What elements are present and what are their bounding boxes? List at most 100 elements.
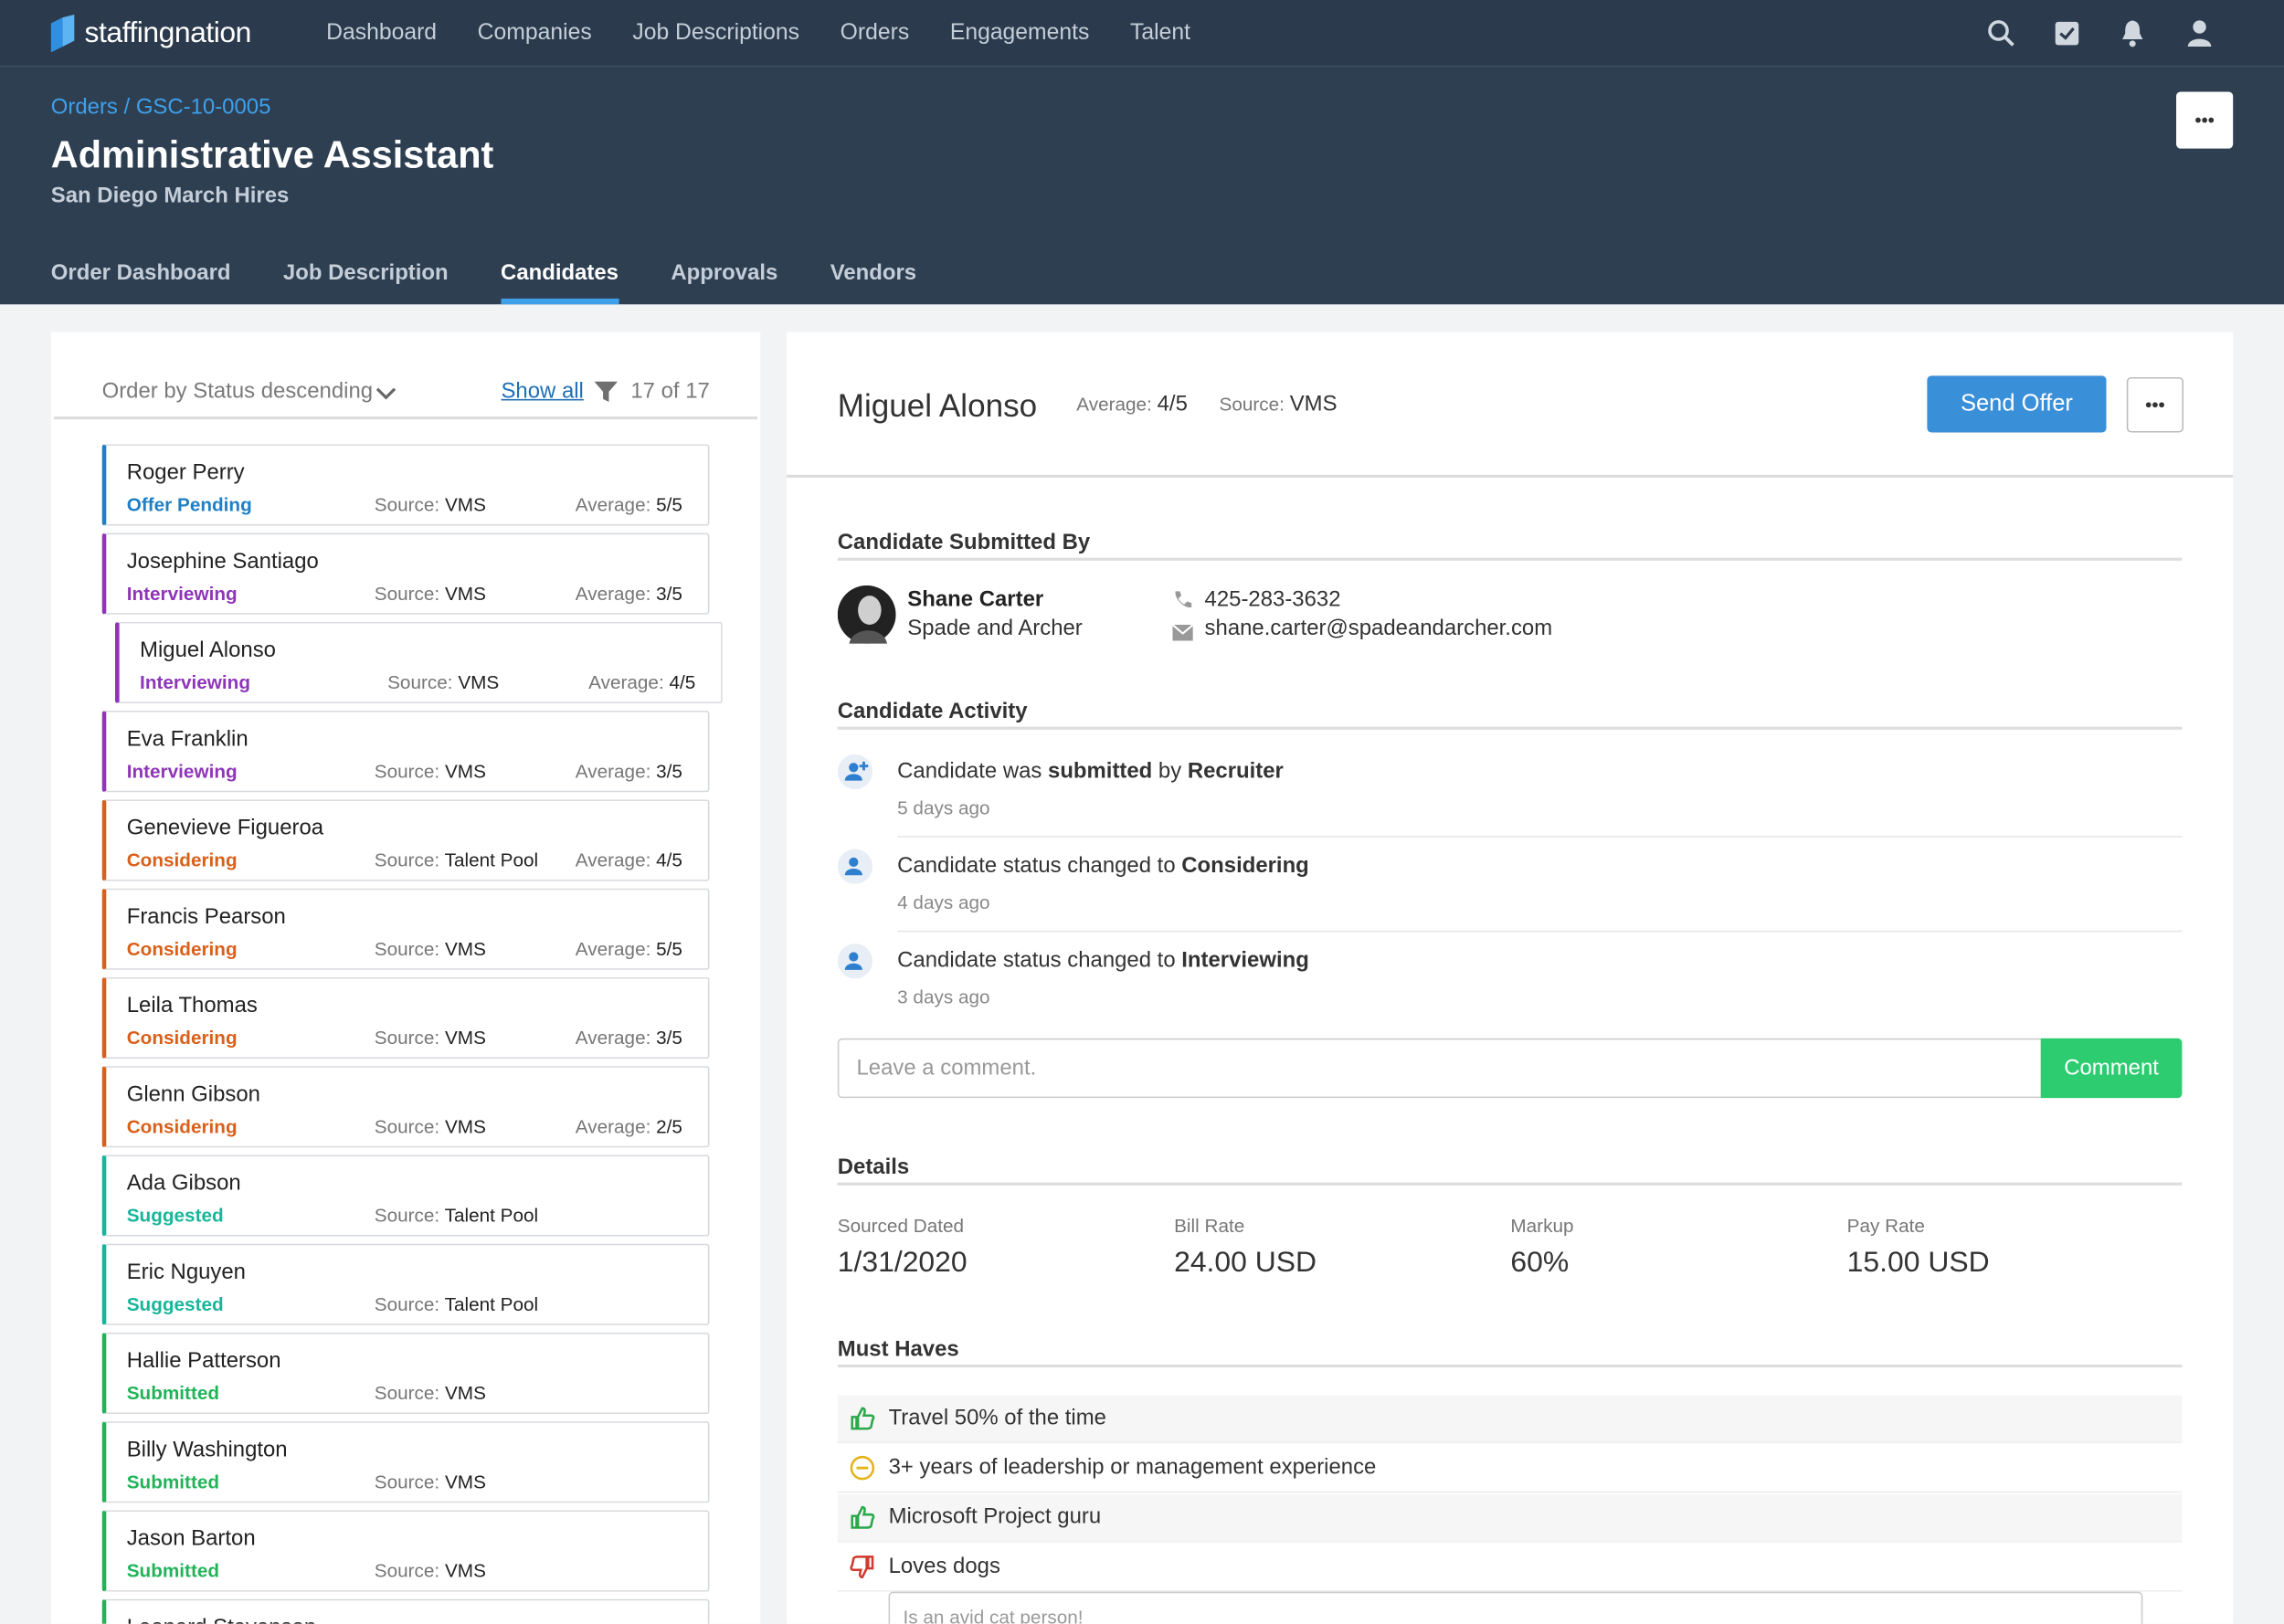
search-icon[interactable] — [1987, 19, 2016, 48]
header-more-button[interactable] — [2176, 91, 2234, 149]
candidate-average: Average: 3/5 — [576, 1027, 682, 1050]
candidate-status: Offer Pending — [126, 493, 252, 516]
section-rule — [837, 1182, 2183, 1186]
candidate-card[interactable]: Josephine Santiago Interviewing Source: VM… — [101, 533, 710, 615]
source-label: Source: — [1219, 393, 1285, 416]
tab[interactable]: Candidates — [501, 257, 619, 305]
candidate-name: Leonard Stevenson — [127, 1615, 316, 1624]
candidate-average: Average: 5/5 — [576, 938, 682, 962]
detail-source: Source: VMS — [1219, 392, 1338, 417]
candidate-source: Source: VMS — [375, 760, 486, 784]
nav-link[interactable]: Companies — [477, 20, 592, 46]
user-icon[interactable] — [2186, 19, 2213, 48]
comment-button[interactable]: Comment — [2040, 1038, 2183, 1099]
candidate-card[interactable]: Genevieve Figueroa Considering Source: Tal… — [101, 799, 710, 881]
field-label: Pay Rate — [1846, 1214, 1925, 1237]
must-have-icon — [850, 1406, 876, 1432]
comment-input[interactable]: Leave a comment. — [837, 1038, 2043, 1099]
must-have-text: Travel 50% of the time — [888, 1405, 1106, 1430]
source-value: VMS — [444, 1115, 486, 1138]
candidate-card[interactable]: Hallie Patterson Submitted Source: VMS — [101, 1332, 710, 1415]
nav-link[interactable]: Orders — [840, 20, 910, 46]
send-offer-button[interactable]: Send Offer — [1927, 375, 2107, 433]
source-value: VMS — [444, 582, 486, 605]
candidate-card[interactable]: Francis Pearson Considering Source: VMS Ave… — [101, 888, 710, 970]
must-have-row: Travel 50% of the time — [837, 1395, 2183, 1444]
candidate-name: Leila Thomas — [126, 992, 258, 1018]
source-value: VMS — [444, 1471, 486, 1493]
average-label: Average: — [575, 1026, 651, 1049]
nav-link[interactable]: Talent — [1129, 20, 1190, 46]
source-value: VMS — [444, 1026, 486, 1049]
section-heading: Candidate Activity — [837, 698, 1028, 723]
candidate-average: Average: 3/5 — [576, 760, 682, 784]
candidate-card[interactable]: Eric Nguyen Suggested Source: Talent Pool — [101, 1243, 710, 1325]
tab[interactable]: Approvals — [671, 260, 778, 286]
candidate-card[interactable]: Leonard Stevenson — [101, 1598, 710, 1624]
average-value: 3/5 — [656, 1026, 682, 1049]
must-have-text: Loves dogs — [888, 1553, 1000, 1578]
brand-logo — [48, 14, 78, 53]
activity-icon — [837, 754, 873, 790]
candidate-status: Considering — [126, 849, 238, 871]
tasks-icon[interactable] — [2054, 20, 2080, 47]
average-value: 5/5 — [656, 937, 682, 960]
candidate-average: Average: 4/5 — [576, 849, 682, 872]
page-subtitle: San Diego March Hires — [50, 183, 290, 208]
email-icon — [1171, 622, 1194, 641]
tab[interactable]: Order Dashboard — [50, 260, 231, 286]
source-label: Source: — [374, 1204, 440, 1227]
source-label: Source: — [374, 1471, 440, 1493]
nav-link[interactable]: Engagements — [949, 20, 1090, 46]
candidate-card[interactable]: Ada Gibson Suggested Source: Talent Pool — [101, 1155, 710, 1237]
candidate-card[interactable]: Glenn Gibson Considering Source: VMS Averag… — [101, 1066, 710, 1148]
source-label: Source: — [374, 1115, 440, 1138]
tabs: Order Dashboard Job Description Candidates… — [51, 257, 1362, 305]
candidate-card[interactable]: Miguel Alonso Interviewing Source: VMS Aver… — [114, 621, 723, 704]
activity-segment: Interviewing — [1181, 947, 1309, 973]
candidate-source: Source: VMS — [387, 671, 499, 695]
submitter-phone: 425-283-3632 — [1204, 586, 1341, 612]
sort-select[interactable]: Order by Status descending — [101, 378, 374, 404]
candidate-source: Source: Talent Pool — [375, 1293, 538, 1317]
source-label: Source: — [374, 937, 440, 960]
field-label: Sourced Dated — [837, 1214, 965, 1237]
section-rule — [837, 726, 2183, 730]
nav-link[interactable]: Dashboard — [326, 20, 438, 46]
candidate-average: Average: 2/5 — [576, 1115, 682, 1139]
must-have-note[interactable]: Is an avid cat person! — [888, 1591, 2143, 1624]
must-have-text: Microsoft Project guru — [888, 1503, 1102, 1529]
detail-more-button[interactable] — [2126, 376, 2184, 433]
candidate-status: Suggested — [126, 1292, 224, 1315]
submitter-email[interactable]: shane.carter@spadeandarcher.com — [1204, 615, 1553, 641]
candidate-name: Genevieve Figueroa — [126, 815, 324, 840]
nav-link[interactable]: Job Descriptions — [632, 20, 800, 46]
must-have-row: Loves dogs — [837, 1544, 2183, 1592]
candidate-card[interactable]: Roger Perry Offer Pending Source: VMS Avera… — [101, 444, 710, 526]
activity-segment: Considering — [1181, 852, 1309, 878]
candidate-source: Source: VMS — [375, 938, 486, 962]
breadcrumb[interactable]: Orders / GSC-10-0005 — [50, 94, 271, 120]
candidate-card[interactable]: Jason Barton Submitted Source: VMS — [101, 1510, 710, 1592]
section-rule — [837, 557, 2183, 561]
average-value: 5/5 — [656, 493, 682, 516]
candidate-source: Source: VMS — [375, 1115, 486, 1139]
tab[interactable]: Job Description — [282, 260, 449, 286]
candidate-card[interactable]: Eva Franklin Interviewing Source: VMS Avera… — [101, 711, 710, 793]
activity-time: 4 days ago — [897, 891, 990, 913]
average-label: Average: — [588, 670, 664, 693]
candidate-card[interactable]: Leila Thomas Considering Source: VMS Averag… — [101, 976, 710, 1060]
show-all-link[interactable]: Show all — [501, 378, 584, 404]
bell-icon[interactable] — [2120, 19, 2146, 48]
candidate-status: Interviewing — [140, 670, 251, 693]
average-label: Average: — [575, 1115, 651, 1138]
candidate-list-panel: Order by Status descending Show all 17 of … — [50, 332, 761, 1624]
list-divider — [53, 416, 758, 420]
must-have-icon — [850, 1455, 876, 1482]
tab[interactable]: Vendors — [830, 260, 917, 286]
source-label: Source: — [387, 670, 453, 693]
candidate-card[interactable]: Billy Washington Submitted Source: VMS — [101, 1421, 710, 1503]
candidate-status: Interviewing — [126, 760, 238, 783]
source-label: Source: — [374, 493, 440, 516]
